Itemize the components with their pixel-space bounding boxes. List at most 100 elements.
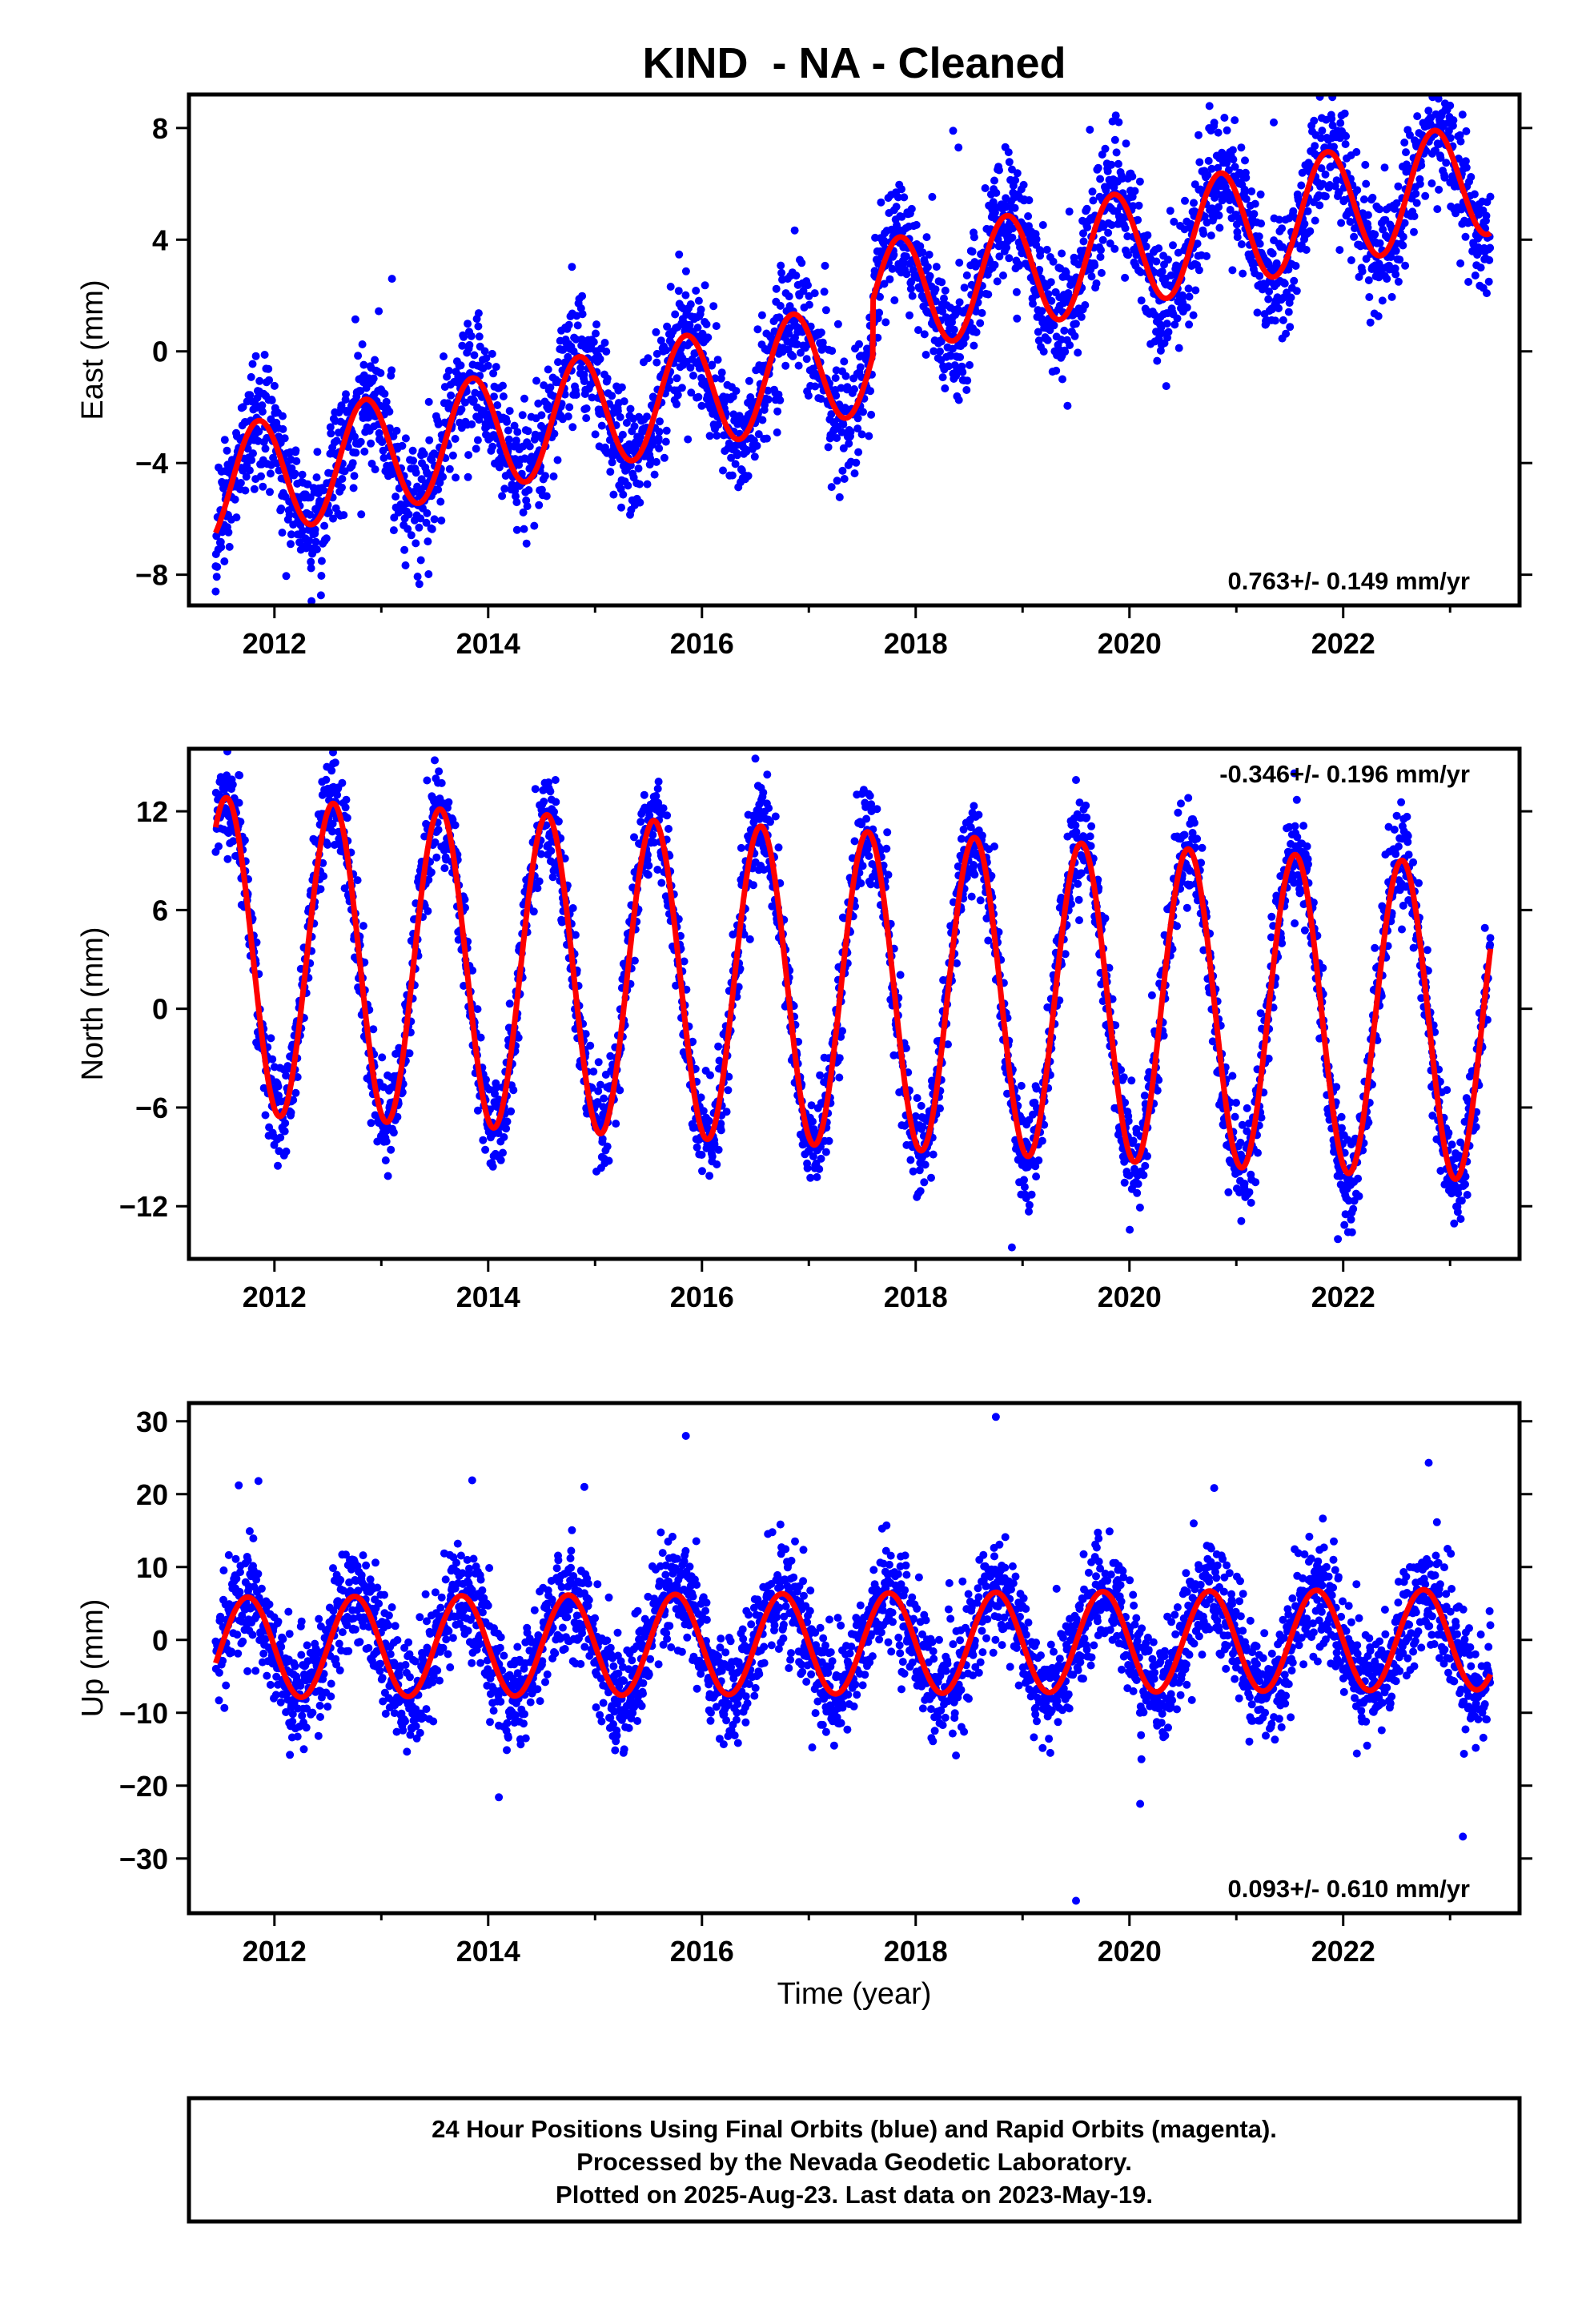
data-point — [317, 572, 326, 580]
data-point — [897, 185, 905, 194]
data-point — [978, 308, 986, 317]
data-point — [1421, 191, 1430, 200]
data-point — [1315, 201, 1324, 210]
data-point — [1232, 220, 1241, 229]
data-point — [852, 458, 861, 467]
data-point — [1103, 167, 1112, 175]
data-point — [312, 473, 321, 482]
data-point — [287, 540, 295, 549]
data-point — [955, 298, 964, 307]
data-point — [504, 435, 513, 444]
data-point — [512, 492, 520, 501]
data-point — [992, 188, 1001, 197]
data-point — [500, 1133, 508, 1141]
data-point — [1101, 144, 1110, 153]
data-point — [1433, 205, 1442, 214]
data-point — [897, 212, 906, 221]
data-point — [908, 292, 917, 300]
data-point — [565, 403, 574, 412]
data-point — [292, 456, 301, 465]
data-point — [944, 362, 953, 371]
data-point — [1223, 126, 1231, 135]
data-point — [1005, 254, 1014, 263]
data-point — [1074, 348, 1082, 357]
data-point — [1350, 232, 1359, 241]
data-point — [488, 1162, 497, 1171]
data-point — [547, 846, 556, 855]
data-point — [407, 531, 416, 540]
east-rate-label: 0.763+/- 0.149 mm/yr — [1228, 567, 1470, 595]
data-point — [1082, 204, 1091, 213]
data-point — [932, 263, 941, 271]
data-point — [652, 328, 661, 336]
data-point — [914, 326, 922, 335]
data-point — [499, 381, 507, 390]
data-point — [673, 400, 681, 408]
data-point — [1108, 117, 1117, 126]
data-point — [573, 321, 582, 330]
data-point — [389, 1128, 398, 1137]
data-point — [1098, 235, 1107, 244]
data-point — [899, 259, 908, 267]
data-point — [659, 804, 668, 813]
data-point — [681, 291, 690, 300]
data-point — [686, 300, 695, 308]
data-point — [1247, 187, 1256, 195]
data-point — [564, 320, 573, 329]
data-point — [1226, 206, 1235, 214]
data-point — [828, 347, 837, 356]
data-point — [1211, 194, 1219, 202]
data-point — [498, 492, 507, 501]
data-point — [972, 328, 981, 336]
data-point — [430, 515, 439, 524]
data-point — [1106, 239, 1114, 247]
data-point — [307, 564, 315, 573]
data-point — [424, 537, 432, 546]
data-point — [714, 420, 723, 429]
data-point — [439, 472, 448, 481]
data-point — [541, 472, 549, 480]
data-point — [488, 349, 496, 358]
data-point — [1181, 196, 1189, 205]
data-point — [499, 1148, 507, 1157]
data-point — [713, 356, 722, 364]
data-point — [1337, 219, 1346, 227]
data-point — [1158, 329, 1166, 338]
data-point — [342, 795, 351, 804]
data-point — [1153, 356, 1162, 365]
data-point — [1419, 54, 1427, 62]
data-point — [1142, 242, 1150, 251]
data-point — [1231, 163, 1239, 171]
data-point — [1341, 140, 1350, 148]
data-point — [990, 176, 998, 185]
data-point — [316, 885, 325, 894]
data-point — [1097, 268, 1106, 277]
data-point — [912, 220, 921, 229]
data-point — [857, 430, 866, 439]
data-point — [1311, 142, 1319, 151]
data-point — [512, 525, 521, 534]
data-point — [259, 482, 267, 491]
data-point — [1060, 326, 1069, 335]
data-point — [546, 383, 555, 392]
data-point — [592, 329, 600, 338]
data-point — [1182, 304, 1191, 312]
data-point — [333, 790, 342, 799]
data-point — [777, 261, 785, 270]
data-point — [1239, 269, 1247, 278]
data-point — [644, 861, 653, 870]
data-point — [773, 407, 782, 416]
data-point — [311, 525, 319, 534]
data-point — [938, 278, 946, 287]
data-point — [941, 384, 950, 392]
data-point — [404, 510, 413, 519]
data-point — [949, 127, 958, 135]
data-point — [744, 472, 753, 480]
data-point — [327, 429, 335, 438]
data-point — [1255, 239, 1264, 248]
data-point — [1178, 291, 1186, 300]
data-point — [531, 785, 540, 794]
data-point — [423, 776, 432, 785]
data-point — [1410, 212, 1419, 220]
data-point — [350, 472, 359, 480]
